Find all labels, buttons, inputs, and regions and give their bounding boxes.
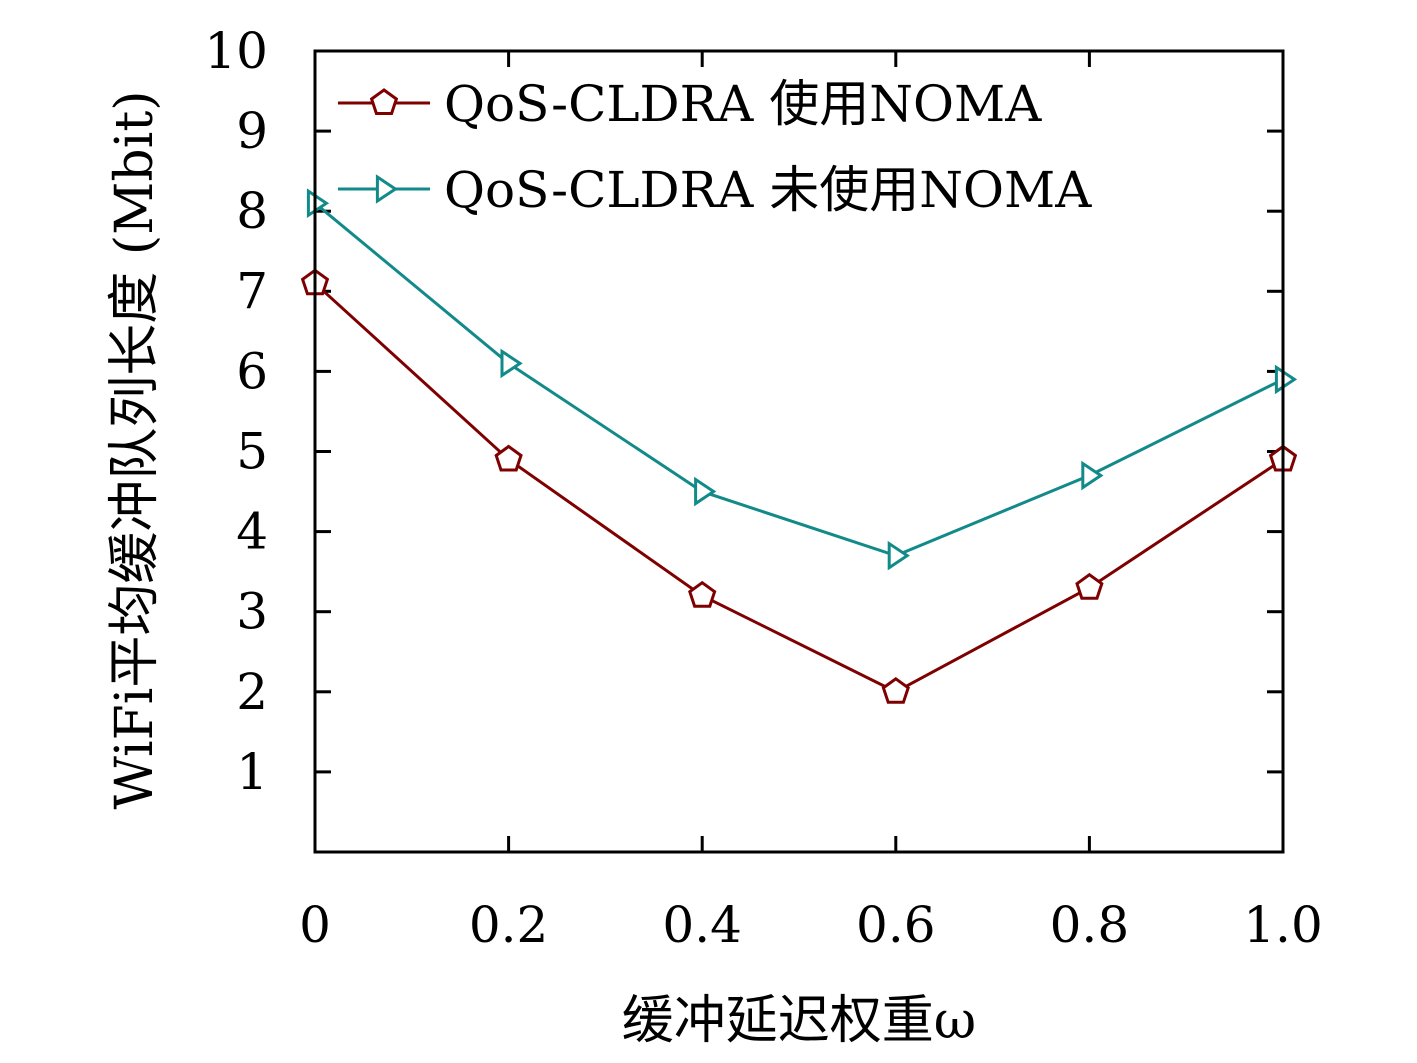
legend-marker-1 [375, 174, 399, 204]
y-tick-label: 9 [236, 102, 268, 160]
y-tick-label: 4 [236, 503, 268, 561]
y-tick-label: 3 [236, 583, 268, 641]
series-layer [300, 188, 1298, 704]
legend-entry-1: QoS-CLDRA 未使用NOMA [338, 161, 1092, 219]
y-axis-title: WiFi平均缓冲队列长度 (Mbit) [105, 90, 165, 809]
data-point-1-1 [500, 348, 523, 379]
y-tick-label: 2 [236, 663, 268, 721]
y-tick-label: 7 [236, 262, 268, 320]
data-point-0-4 [1075, 572, 1104, 600]
series-line-0 [313, 282, 1284, 694]
y-tick-label: 1 [236, 743, 268, 801]
legend-entry-0: QoS-CLDRA 使用NOMA [338, 75, 1042, 133]
data-point-1-0 [306, 188, 330, 218]
y-tick-labels: 1 2 3 4 5 6 7 8 9 10 [204, 22, 268, 801]
data-point-1-5 [1274, 364, 1298, 395]
legend-marker-0 [369, 88, 399, 115]
x-tick-label: 1.0 [1243, 896, 1323, 954]
data-point-1-3 [887, 540, 910, 571]
legend: QoS-CLDRA 使用NOMA QoS-CLDRA 未使用NOMA [338, 75, 1092, 219]
x-tick-label: 0.2 [469, 896, 549, 954]
data-point-0-2 [688, 580, 717, 608]
x-tick-labels: 0 0.2 0.4 0.6 0.8 1.0 [299, 896, 1323, 954]
x-tick-label: 0 [299, 896, 331, 954]
x-tick-label: 0.6 [856, 896, 936, 954]
y-tick-label: 6 [236, 342, 268, 400]
x-tick-label: 0.4 [662, 896, 742, 954]
data-point-1-4 [1081, 460, 1104, 491]
data-point-0-3 [881, 676, 910, 704]
x-tick-label: 0.8 [1050, 896, 1130, 954]
plot-frame [313, 49, 1285, 854]
y-tick-label: 5 [236, 423, 268, 481]
legend-marker-shape-1 [375, 174, 399, 204]
legend-marker-shape-0 [369, 88, 399, 115]
x-axis-title: 缓冲延迟权重ω [622, 991, 976, 1051]
legend-label-0: QoS-CLDRA 使用NOMA [444, 75, 1042, 133]
y-tick-label: 8 [236, 182, 268, 240]
data-point-1-2 [694, 476, 717, 507]
data-point-0-1 [494, 444, 523, 472]
y-tick-label: 10 [204, 22, 268, 80]
legend-label-1: QoS-CLDRA 未使用NOMA [444, 161, 1092, 219]
series-line-1 [314, 202, 1284, 558]
